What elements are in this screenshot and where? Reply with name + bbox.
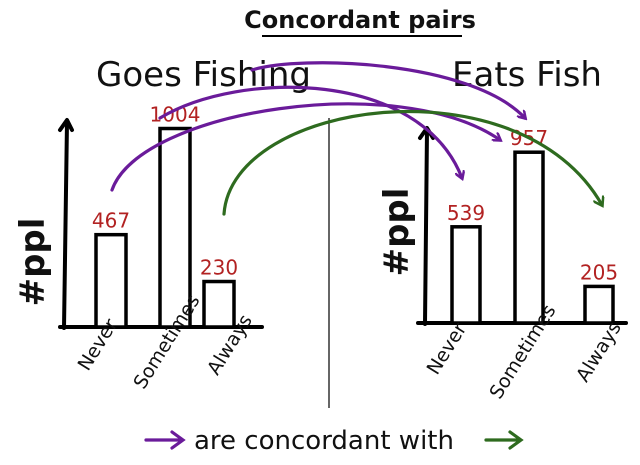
legend: are concordant with	[144, 426, 524, 456]
data-label-always: 230	[200, 256, 238, 280]
legend-text: are concordant with	[194, 426, 454, 456]
tick-label-never: Never	[74, 315, 123, 375]
bar-always	[202, 279, 236, 329]
y-axis-label-eats-fish: #ppl	[377, 188, 417, 277]
diagram-title: Concordant pairs	[244, 6, 476, 34]
data-label-never: 539	[447, 201, 485, 225]
legend-purple-arrow	[144, 430, 186, 450]
arrow-always-to-always	[222, 109, 602, 216]
bar-always	[583, 284, 615, 325]
chart-title-eats-fish: Eats Fish	[452, 55, 602, 95]
bar-sometimes	[513, 150, 545, 325]
chart-title-goes-fishing: Goes Fishing	[96, 55, 311, 95]
chart-eats-fish: Eats Fish #ppl 539Never957Sometimes205Al…	[377, 55, 628, 403]
y-axis-label-goes-fishing: #ppl	[13, 218, 53, 307]
bar-sometimes	[158, 126, 192, 329]
arrow-sometimes-to-never	[158, 85, 462, 178]
tick-label-always: Always	[572, 318, 626, 386]
y-axis-goes-fishing	[62, 120, 69, 330]
data-label-always: 205	[580, 260, 618, 284]
data-label-never: 467	[92, 209, 130, 233]
chart-goes-fishing: Goes Fishing #ppl 467Never1004Sometimes2…	[13, 55, 311, 393]
legend-green-arrow	[484, 430, 524, 450]
bar-never	[94, 232, 128, 329]
concordance-arrows	[110, 61, 602, 216]
y-axis-eats-fish	[423, 128, 429, 326]
tick-label-never: Never	[423, 319, 472, 379]
arrow-never-to-sometimes	[110, 102, 500, 192]
arrow-title-to-sometimes	[250, 61, 525, 118]
data-label-sometimes: 1004	[150, 103, 201, 127]
bar-never	[450, 225, 482, 325]
